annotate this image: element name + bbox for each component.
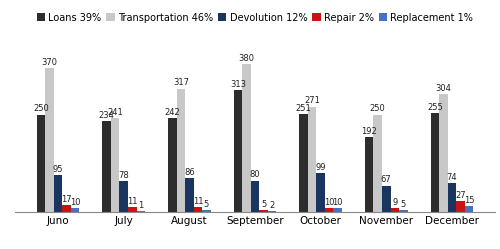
Bar — [300, 114, 308, 212]
Text: 250: 250 — [33, 105, 49, 114]
Text: 11: 11 — [192, 197, 203, 206]
Bar — [62, 205, 71, 212]
Bar — [382, 186, 390, 212]
Text: 95: 95 — [53, 165, 64, 174]
Text: 17: 17 — [62, 195, 72, 204]
Bar — [46, 68, 54, 212]
Bar — [128, 207, 136, 212]
Text: 241: 241 — [108, 108, 123, 117]
Bar — [365, 137, 374, 212]
Text: 15: 15 — [464, 196, 474, 205]
Bar — [234, 90, 242, 212]
Bar — [334, 208, 342, 212]
Bar — [399, 210, 407, 212]
Text: 271: 271 — [304, 96, 320, 105]
Text: 255: 255 — [427, 103, 442, 112]
Bar — [71, 208, 80, 212]
Text: 5: 5 — [204, 199, 209, 209]
Text: 192: 192 — [362, 127, 377, 136]
Bar — [374, 115, 382, 212]
Text: 80: 80 — [250, 171, 260, 180]
Text: 9: 9 — [392, 198, 398, 207]
Bar — [439, 94, 448, 212]
Bar — [464, 206, 473, 212]
Bar — [111, 118, 120, 212]
Bar — [250, 181, 260, 212]
Bar — [456, 201, 464, 212]
Text: 234: 234 — [99, 111, 114, 120]
Text: 380: 380 — [238, 54, 254, 63]
Bar — [185, 178, 194, 212]
Text: 74: 74 — [446, 173, 457, 182]
Text: 2: 2 — [270, 201, 274, 210]
Text: 251: 251 — [296, 104, 312, 113]
Text: 242: 242 — [164, 108, 180, 117]
Bar — [168, 118, 176, 212]
Text: 27: 27 — [455, 191, 466, 200]
Bar — [194, 207, 202, 212]
Bar — [316, 173, 325, 212]
Text: 370: 370 — [42, 58, 58, 67]
Bar — [430, 113, 439, 212]
Text: 99: 99 — [316, 163, 326, 172]
Bar — [54, 175, 62, 212]
Legend: Loans 39%, Transportation 46%, Devolution 12%, Repair 2%, Replacement 1%: Loans 39%, Transportation 46%, Devolutio… — [36, 13, 474, 23]
Text: 250: 250 — [370, 105, 386, 114]
Text: 78: 78 — [118, 171, 129, 180]
Bar — [37, 115, 46, 212]
Bar — [136, 211, 145, 212]
Text: 86: 86 — [184, 168, 195, 177]
Text: 67: 67 — [381, 176, 392, 185]
Bar — [390, 208, 399, 212]
Text: 1: 1 — [138, 201, 143, 210]
Text: 317: 317 — [173, 78, 189, 87]
Text: 10: 10 — [324, 198, 334, 207]
Bar — [120, 181, 128, 212]
Bar — [448, 183, 456, 212]
Bar — [308, 107, 316, 212]
Bar — [176, 89, 185, 212]
Text: 11: 11 — [127, 197, 138, 206]
Bar — [202, 210, 210, 212]
Text: 10: 10 — [332, 198, 343, 207]
Bar — [242, 64, 250, 212]
Text: 313: 313 — [230, 80, 246, 89]
Text: 5: 5 — [261, 199, 266, 209]
Text: 10: 10 — [70, 198, 80, 207]
Bar — [102, 121, 111, 212]
Bar — [260, 210, 268, 212]
Text: 304: 304 — [436, 84, 452, 93]
Bar — [325, 208, 334, 212]
Text: 5: 5 — [400, 199, 406, 209]
Bar — [268, 211, 276, 212]
